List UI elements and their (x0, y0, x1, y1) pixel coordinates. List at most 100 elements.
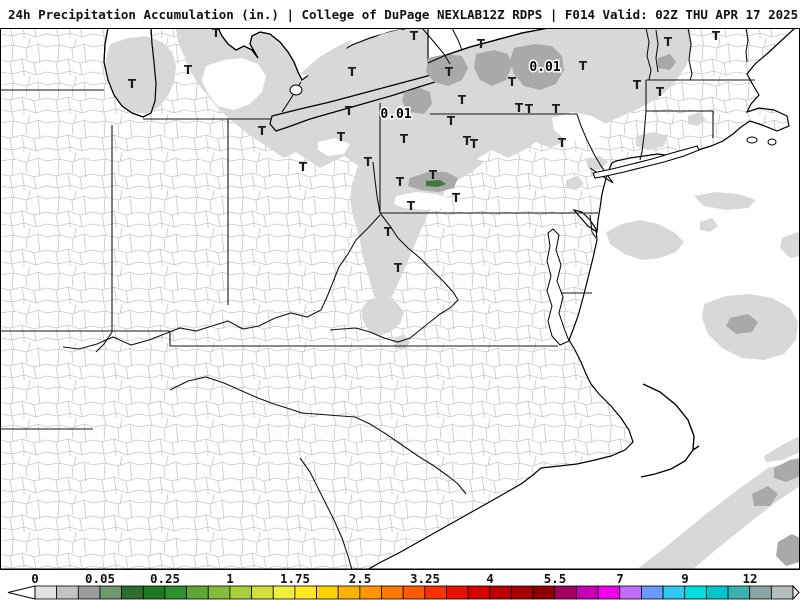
t-marker: T (515, 101, 524, 115)
trace-nj-speckle-1 (586, 156, 608, 170)
t-marker: T (508, 75, 517, 89)
shading-gaps (202, 58, 606, 210)
scale-segment (186, 585, 209, 600)
border-ohio-river (62, 214, 381, 350)
gap-central-michigan (202, 58, 266, 110)
borders-carolinas (169, 376, 467, 570)
gap-ne-ohio (318, 138, 350, 156)
scale-tick-label: 7 (616, 571, 624, 586)
scale-segment (359, 585, 382, 600)
scale-segment (337, 585, 361, 600)
trace-pa-wv-lobe (350, 148, 484, 304)
accum001-erie-pa (402, 88, 432, 114)
scale-segment (56, 585, 79, 600)
lake-michigan-outline (103, 28, 157, 118)
scale-tick-label: 0.05 (85, 571, 115, 586)
shoreline-strokes (103, 28, 549, 118)
product-title: 24h Precipitation Accumulation (in.) | C… (8, 6, 483, 22)
model-run-valid-time: 12Z RDPS | F014 Valid: 02Z THU APR 17 20… (482, 6, 799, 22)
t-marker: T (664, 35, 673, 49)
scale-tick-label: 1.75 (280, 571, 310, 586)
amount-label-layer: 0.01 0.01 (379, 59, 562, 124)
borders-wv-va (329, 161, 459, 343)
scale-segment (770, 585, 794, 600)
trace-lake-michigan-blob (106, 36, 176, 114)
trace-ri-speckle (688, 112, 706, 126)
trace-bottom-right-upper (764, 436, 800, 462)
t-marker: T (258, 124, 267, 138)
amount-label: 0.01 (529, 60, 560, 75)
scale-segment (597, 585, 621, 600)
borders-midwest (0, 89, 272, 430)
michigan-huron-coast (217, 28, 303, 81)
scale-segment (207, 585, 231, 600)
title-bar: 24h Precipitation Accumulation (in.) | C… (0, 0, 800, 28)
accum001-wny-1 (426, 54, 468, 86)
scale-segment (727, 585, 751, 600)
nantucket (767, 138, 777, 146)
marthas-vineyard (746, 136, 758, 144)
t-marker: T (212, 28, 221, 40)
lake-ontario-shore (427, 28, 549, 64)
t-marker: T (558, 136, 567, 150)
trace-offshore-thin (694, 192, 756, 210)
t-marker: T (429, 168, 438, 182)
t-marker: T (477, 37, 486, 51)
georgian-bay-lines (421, 28, 463, 65)
scale-segment (34, 585, 58, 600)
scale-segment (229, 585, 252, 600)
scale-tick-label: 5.5 (544, 571, 567, 586)
t-marker: T (394, 261, 403, 275)
trace-nj-speckle-2 (566, 176, 584, 190)
t-marker: T (445, 65, 454, 79)
scale-segment (164, 585, 187, 600)
scale-arrow-left (7, 585, 36, 600)
accum005-pa-core (426, 180, 446, 187)
accumulation-scale: 0 0.05 0.25 1 1.75 2.5 3.25 4 5.5 7 9 12 (7, 571, 800, 600)
scale-segment (576, 585, 599, 600)
coastal-features (592, 136, 777, 478)
scale-tick-label: 12 (742, 571, 757, 586)
t-marker: T (447, 114, 456, 128)
scale-segment (532, 585, 556, 600)
scale-segment (294, 585, 317, 600)
trace-huron-streak-1 (300, 40, 352, 76)
gap-catskills (552, 112, 606, 142)
lake-st-clair (289, 84, 303, 96)
accum001-br-core-1 (752, 486, 778, 506)
t-marker: T (396, 175, 405, 189)
t-marker: T (345, 104, 354, 118)
scale-color-bar (7, 584, 800, 600)
scale-segment (316, 585, 339, 600)
accum001-br-core-2 (776, 534, 800, 566)
scale-segment (446, 585, 469, 600)
t-marker: T (128, 77, 137, 91)
t-marker: T (337, 130, 346, 144)
t-marker: T (463, 134, 472, 148)
scale-segment (619, 585, 642, 600)
trace-offshore-edge (780, 232, 800, 258)
t-marker: T (452, 191, 461, 205)
detroit-river (281, 81, 302, 113)
t-marker: T (184, 63, 193, 77)
scale-segment (381, 585, 404, 600)
t-marker: T (400, 132, 409, 146)
scale-arrow-right (792, 584, 800, 600)
scale-segment (251, 585, 274, 600)
trace-offshore-dot (700, 218, 718, 232)
scale-segment (77, 585, 101, 600)
scale-tick-label: 0 (31, 571, 39, 586)
amount-label: 0.01 (380, 107, 411, 122)
outer-banks (640, 383, 700, 478)
scale-segment (402, 585, 426, 600)
accum001-wny-3 (510, 44, 564, 90)
long-island (592, 145, 700, 179)
precip-001-layer (402, 44, 800, 566)
t-marker: T (712, 29, 721, 43)
scale-tick-label: 0.25 (150, 571, 180, 586)
t-marker: T (552, 102, 561, 116)
scale-segment (467, 585, 491, 600)
